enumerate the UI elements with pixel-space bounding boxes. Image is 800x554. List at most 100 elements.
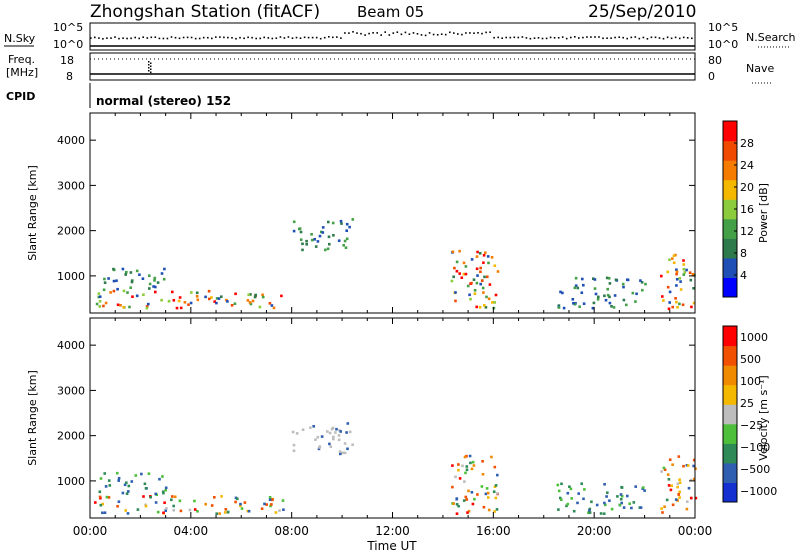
echo-cell <box>316 435 320 439</box>
echo-cell <box>671 463 674 466</box>
echo-cell <box>142 293 145 296</box>
echo-cell <box>469 461 472 465</box>
nsky-point <box>440 33 443 35</box>
nsky-point <box>186 36 189 39</box>
echo-cell <box>464 272 468 276</box>
echo-cell <box>107 496 111 499</box>
nsky-point <box>211 37 213 40</box>
nsearch-tick-bottom: 10^0 <box>708 38 738 51</box>
echo-cell <box>334 431 337 434</box>
nsky-point <box>319 37 322 40</box>
colorbar-segment <box>723 365 737 386</box>
echo-cell <box>345 229 348 232</box>
power-echo-cells <box>95 218 696 311</box>
echo-cell <box>261 295 265 299</box>
echo-cell <box>496 270 500 273</box>
nsky-point <box>287 36 290 38</box>
echo-cell <box>454 299 457 303</box>
echo-cell <box>606 491 609 494</box>
nsky-point <box>618 36 620 38</box>
echo-cell <box>305 239 308 243</box>
nsky-point <box>215 36 217 38</box>
echo-cell <box>496 473 499 477</box>
echo-cell <box>295 432 299 435</box>
echo-cell <box>95 302 99 306</box>
echo-cell <box>210 504 214 507</box>
echo-cell <box>145 306 149 310</box>
nsky-point <box>396 31 399 33</box>
echo-cell <box>602 512 606 515</box>
echo-cell <box>576 501 579 505</box>
echo-cell <box>179 509 183 513</box>
echo-cell <box>462 272 466 276</box>
echo-cell <box>125 492 129 495</box>
echo-cell <box>667 307 671 311</box>
echo-cell <box>588 507 592 511</box>
echo-cell <box>685 268 688 272</box>
nsky-point <box>449 31 451 34</box>
nsky-point <box>650 36 653 39</box>
power-colorbar: 4 8 12 16 20 24 28 <box>722 120 754 298</box>
echo-cell <box>188 508 192 512</box>
echo-cell <box>163 501 166 504</box>
freq-point <box>150 65 152 67</box>
echo-cell <box>351 218 355 221</box>
echo-cell <box>130 480 134 483</box>
nsky-label: N.Sky <box>4 32 36 45</box>
nsky-point <box>126 37 128 40</box>
echo-cell <box>156 281 160 284</box>
echo-cell <box>329 445 333 448</box>
echo-cell <box>161 490 165 494</box>
echo-cell <box>671 257 674 260</box>
echo-cell <box>301 428 305 431</box>
echo-cell <box>318 445 322 448</box>
echo-cell <box>631 291 635 295</box>
date-label: 25/Sep/2010 <box>588 2 696 22</box>
echo-cell <box>681 303 685 307</box>
echo-cell <box>108 484 112 487</box>
echo-cell <box>614 278 618 282</box>
echo-cell <box>592 301 596 305</box>
echo-cell <box>172 504 175 508</box>
echo-cell <box>337 434 341 437</box>
echo-cell <box>580 291 584 294</box>
nsky-point <box>586 36 588 38</box>
colorbar-tick-label: −100 <box>740 441 770 454</box>
echo-cell <box>608 301 612 305</box>
echo-cell <box>337 239 341 242</box>
echo-cell <box>457 463 460 466</box>
echo-cell <box>475 255 479 258</box>
echo-cell <box>193 499 196 503</box>
echo-cell <box>622 298 626 302</box>
echo-cell <box>175 306 179 310</box>
colorbar-tick-label: 4 <box>740 269 747 282</box>
echo-cell <box>337 438 341 442</box>
echo-cell <box>689 478 693 482</box>
echo-cell <box>588 509 591 512</box>
echo-cell <box>612 306 616 309</box>
nsky-point <box>582 36 584 39</box>
echo-cell <box>667 484 671 487</box>
echo-cell <box>270 503 273 506</box>
echo-cell <box>608 282 612 285</box>
echo-cell <box>461 464 464 468</box>
echo-cell <box>582 302 586 305</box>
echo-cell <box>487 508 491 512</box>
echo-cell <box>454 291 457 294</box>
echo-cell <box>619 493 623 496</box>
echo-cell <box>573 286 577 290</box>
echo-cell <box>594 292 598 296</box>
echo-cell <box>634 485 637 488</box>
echo-cell <box>331 221 335 225</box>
echo-cell <box>301 242 304 246</box>
nsky-point <box>336 36 338 38</box>
nave-tick-bottom: 0 <box>708 70 715 83</box>
echo-cell <box>661 511 664 514</box>
nsky-point <box>501 37 503 39</box>
nsky-point <box>525 37 528 39</box>
echo-cell <box>149 495 152 499</box>
echo-cell <box>330 427 334 431</box>
nsky-point <box>642 36 645 39</box>
echo-cell <box>669 488 673 492</box>
echo-cell <box>479 282 482 286</box>
